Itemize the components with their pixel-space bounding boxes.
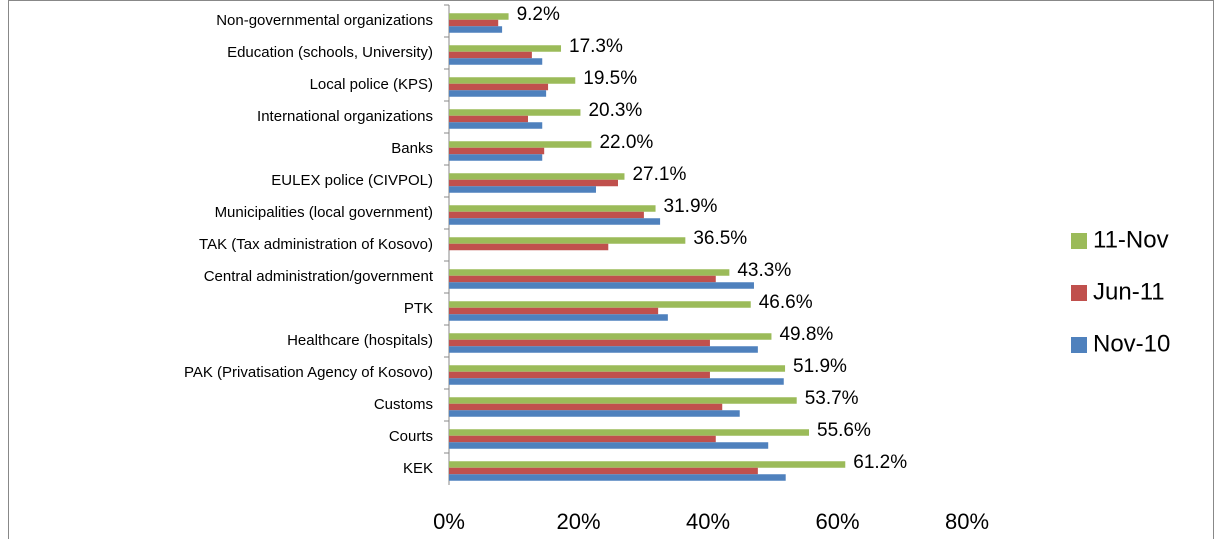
bar xyxy=(449,141,592,148)
x-tick-label: 80% xyxy=(945,509,989,534)
y-tick-label: PTK xyxy=(404,300,433,317)
bar xyxy=(449,314,668,321)
x-tick-label: 40% xyxy=(686,509,730,534)
x-tick-label: 20% xyxy=(556,509,600,534)
legend-label: 11-Nov xyxy=(1093,226,1169,253)
y-tick-label: Customs xyxy=(374,396,433,413)
y-tick-label: Central administration/government xyxy=(204,268,434,285)
bar xyxy=(449,211,644,219)
bar xyxy=(449,19,499,27)
bar xyxy=(449,333,772,340)
data-label: 55.6% xyxy=(817,420,871,441)
y-tick-label: TAK (Tax administration of Kosovo) xyxy=(199,236,433,253)
bar xyxy=(449,435,716,443)
bar xyxy=(449,403,723,411)
bar xyxy=(449,397,797,404)
bar xyxy=(449,90,547,97)
y-tick-label: Local police (KPS) xyxy=(310,76,433,93)
bar xyxy=(449,51,532,59)
data-label: 20.3% xyxy=(588,100,642,121)
legend-label: Nov-10 xyxy=(1093,330,1170,357)
data-label: 36.5% xyxy=(693,228,747,249)
data-label: 19.5% xyxy=(583,68,637,89)
data-label: 43.3% xyxy=(737,260,791,281)
bar xyxy=(449,365,786,372)
bar xyxy=(449,474,786,481)
legend-label: Jun-11 xyxy=(1093,278,1165,305)
data-label: 51.9% xyxy=(793,356,847,377)
y-tick-label: Healthcare (hospitals) xyxy=(287,332,433,349)
bar xyxy=(449,282,754,289)
x-tick-label: 0% xyxy=(433,509,465,534)
bar xyxy=(449,109,581,116)
bar xyxy=(449,346,758,353)
bar xyxy=(449,378,784,385)
bar xyxy=(449,154,543,161)
legend-swatch xyxy=(1071,233,1087,249)
bar xyxy=(449,243,609,251)
bar xyxy=(449,45,562,52)
bar xyxy=(449,269,730,276)
bar xyxy=(449,13,509,20)
y-tick-label: Non-governmental organizations xyxy=(216,12,433,29)
data-label: 31.9% xyxy=(664,196,718,217)
bar xyxy=(449,237,686,244)
data-label: 53.7% xyxy=(805,388,859,409)
legend-swatch xyxy=(1071,285,1087,301)
y-tick-label: International organizations xyxy=(257,108,433,125)
bar xyxy=(449,147,545,155)
bar xyxy=(449,83,549,91)
bar xyxy=(449,179,618,187)
data-label: 61.2% xyxy=(853,452,907,473)
bar xyxy=(449,467,758,475)
bar xyxy=(449,307,659,315)
bar xyxy=(449,275,716,283)
y-tick-label: Courts xyxy=(389,428,433,445)
data-label: 17.3% xyxy=(569,36,623,57)
y-tick-label: Education (schools, University) xyxy=(227,44,433,61)
bar xyxy=(449,339,710,347)
bar xyxy=(449,442,769,449)
y-tick-label: Municipalities (local government) xyxy=(215,204,433,221)
bar xyxy=(449,115,528,123)
y-tick-label: PAK (Privatisation Agency of Kosovo) xyxy=(184,364,433,381)
bar xyxy=(449,218,661,225)
data-label: 27.1% xyxy=(632,164,686,185)
data-label: 9.2% xyxy=(517,4,560,25)
bar xyxy=(449,371,710,379)
y-tick-label: KEK xyxy=(403,460,433,477)
bar xyxy=(449,26,503,33)
bar xyxy=(449,173,625,180)
bar xyxy=(449,77,576,84)
x-tick-label: 60% xyxy=(815,509,859,534)
y-tick-label: Banks xyxy=(391,140,433,157)
data-label: 22.0% xyxy=(599,132,653,153)
data-label: 49.8% xyxy=(779,324,833,345)
bar xyxy=(449,301,751,308)
bar xyxy=(449,205,656,212)
bar xyxy=(449,58,543,65)
bar xyxy=(449,186,596,193)
legend-swatch xyxy=(1071,337,1087,353)
bar xyxy=(449,461,846,468)
bar xyxy=(449,429,810,436)
bar xyxy=(449,122,543,129)
data-label: 46.6% xyxy=(759,292,813,313)
y-tick-label: EULEX police (CIVPOL) xyxy=(271,172,433,189)
bar xyxy=(449,410,740,417)
chart-border xyxy=(8,0,1214,539)
